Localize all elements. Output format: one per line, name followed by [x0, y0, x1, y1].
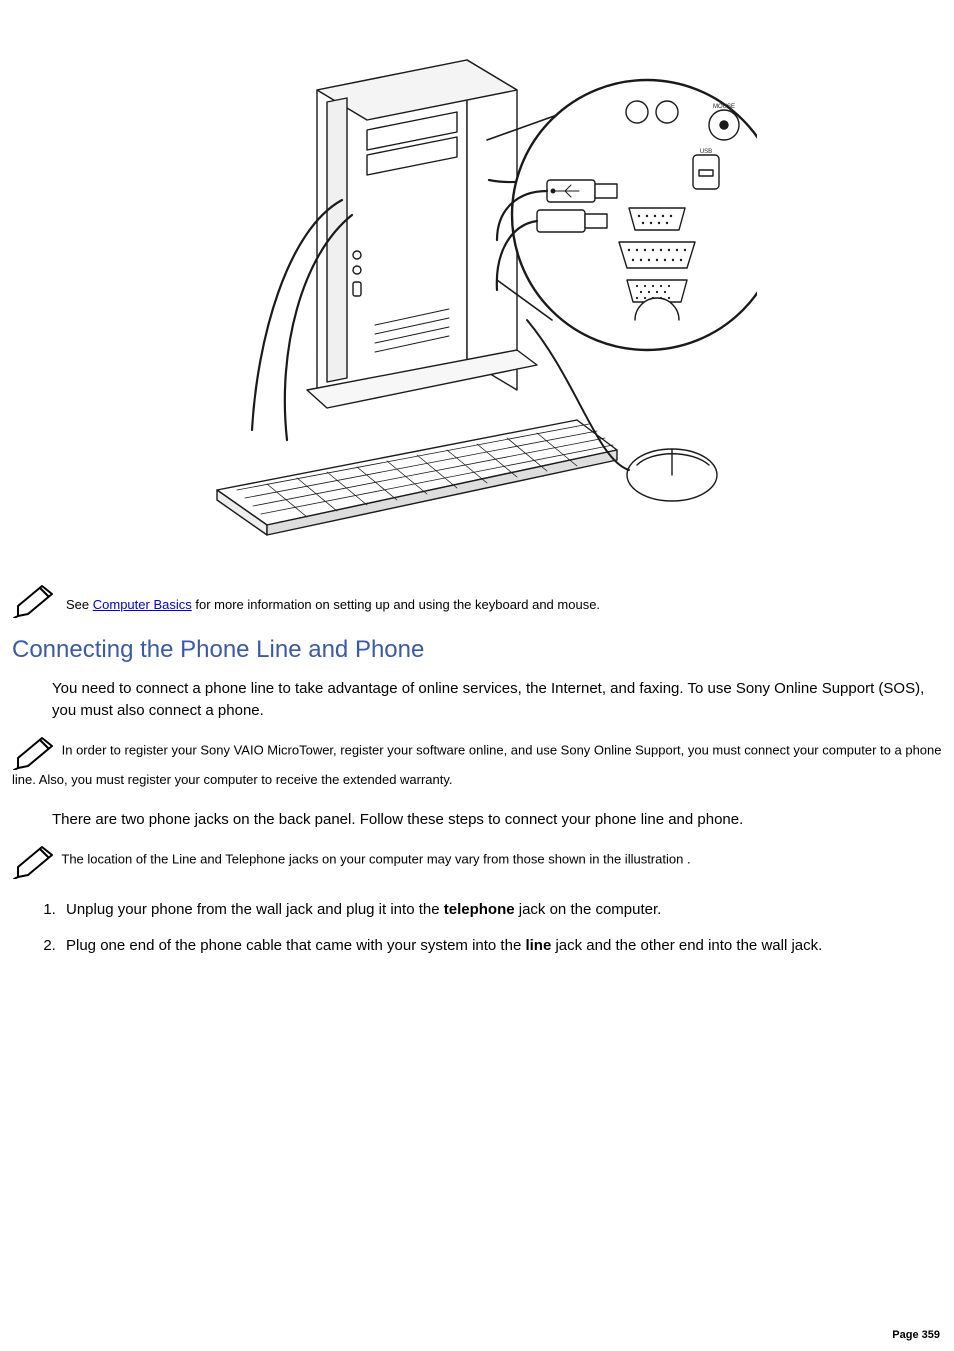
- computer-ports-illustration: MOUSE USB: [197, 20, 757, 550]
- document-page: MOUSE USB: [0, 0, 954, 1010]
- figure-container: MOUSE USB: [12, 20, 942, 550]
- note-register: In order to register your Sony VAIO Micr…: [12, 732, 942, 790]
- step-2: Plug one end of the phone cable that cam…: [60, 935, 942, 957]
- page-number: Page 359: [892, 1329, 940, 1341]
- note2-text: In order to register your Sony VAIO Micr…: [12, 742, 942, 787]
- note3-text: The location of the Line and Telephone j…: [61, 851, 690, 866]
- intro-paragraph: You need to connect a phone line to take…: [12, 678, 942, 722]
- svg-text:MOUSE: MOUSE: [713, 104, 735, 110]
- note-icon: [12, 732, 58, 770]
- note1-prefix: See: [66, 597, 93, 612]
- jacks-paragraph: There are two phone jacks on the back pa…: [12, 809, 942, 831]
- step2-post: jack and the other end into the wall jac…: [551, 937, 822, 954]
- note-location: The location of the Line and Telephone j…: [12, 841, 942, 879]
- section-heading: Connecting the Phone Line and Phone: [12, 636, 942, 664]
- note-see-basics: See Computer Basics for more information…: [12, 580, 942, 618]
- computer-basics-link[interactable]: Computer Basics: [93, 597, 192, 612]
- note-icon: [12, 580, 58, 618]
- steps-list: Unplug your phone from the wall jack and…: [12, 899, 942, 957]
- step-1: Unplug your phone from the wall jack and…: [60, 899, 942, 921]
- step1-post: jack on the computer.: [515, 901, 662, 918]
- step1-bold: telephone: [444, 901, 515, 918]
- step2-bold: line: [525, 937, 551, 954]
- note-icon: [12, 841, 58, 879]
- step1-pre: Unplug your phone from the wall jack and…: [66, 901, 444, 918]
- svg-text:USB: USB: [700, 149, 712, 155]
- step2-pre: Plug one end of the phone cable that cam…: [66, 937, 525, 954]
- note-text: See Computer Basics for more information…: [66, 595, 942, 619]
- note1-suffix: for more information on setting up and u…: [192, 597, 600, 612]
